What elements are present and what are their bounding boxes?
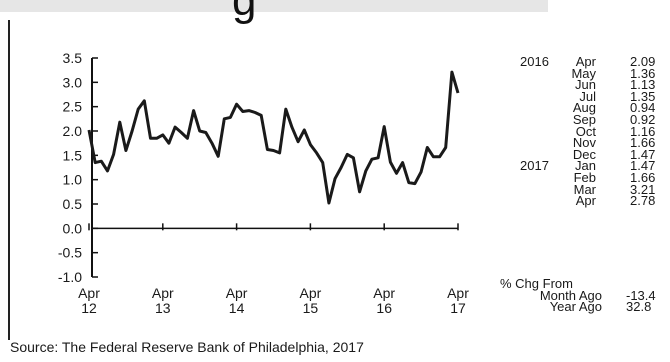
- x-tick-year: 16: [376, 300, 392, 316]
- table-value: 3.21: [630, 181, 656, 197]
- table-row: Jul 1.35: [508, 88, 668, 104]
- table-row: Nov 1.66: [508, 135, 668, 151]
- x-tick-month: Apr: [373, 285, 395, 301]
- y-tick-label: -1.0: [58, 269, 82, 285]
- x-tick-month: Apr: [300, 285, 322, 301]
- table-value: 1.66: [630, 135, 656, 151]
- table-value: 1.16: [630, 123, 656, 139]
- table-month: Sep: [572, 111, 596, 127]
- y-tick-label: 3.5: [63, 50, 83, 66]
- table-value: 1.47: [630, 158, 656, 174]
- table-row: 2016 Apr 2.09: [508, 54, 668, 69]
- table-row: Jun 1.13: [508, 77, 668, 93]
- table-row: May 1.36: [508, 65, 668, 81]
- y-tick-label: 2.0: [63, 123, 83, 139]
- table-value: 0.94: [630, 100, 656, 116]
- table-row: Apr 2.78: [508, 193, 668, 209]
- table-month: May: [571, 65, 596, 81]
- table-month: Apr: [575, 54, 596, 69]
- y-tick-label: -0.5: [58, 245, 82, 261]
- change-label: Month Ago: [539, 287, 602, 303]
- table-row: 2017 Jan 1.47: [508, 158, 668, 174]
- table-month: Jun: [575, 77, 596, 93]
- table-year: 2016: [520, 54, 549, 69]
- x-tick-year: 13: [155, 300, 171, 316]
- x-tick-year: 17: [450, 300, 466, 316]
- change-heading: % Chg From: [500, 276, 573, 291]
- change-table: % Chg From Month Ago -13.4 Year Ago 32.8: [498, 276, 668, 315]
- table-value: 2.09: [630, 54, 656, 69]
- series-line: [87, 70, 460, 205]
- table-row: Oct 1.16: [508, 123, 668, 139]
- x-tick-month: Apr: [152, 285, 174, 301]
- table-value: 0.92: [630, 111, 656, 127]
- table-month: Apr: [575, 193, 596, 209]
- y-tick-label: 0.5: [63, 196, 83, 212]
- change-label: Year Ago: [549, 299, 602, 315]
- x-tick-year: 14: [229, 300, 245, 316]
- change-row: Month Ago -13.4: [498, 287, 668, 303]
- table-row: Mar 3.21: [508, 181, 668, 197]
- table-row: Feb 1.66: [508, 169, 668, 185]
- table-row: Sep 0.92: [508, 111, 668, 127]
- change-row: Year Ago 32.8: [498, 299, 668, 315]
- header-band: [0, 0, 548, 12]
- left-rule: [8, 20, 10, 340]
- table-month: Mar: [573, 181, 596, 197]
- y-tick-label: 1.5: [63, 147, 83, 163]
- table-month: Nov: [572, 135, 596, 151]
- table-month: Jan: [575, 158, 596, 174]
- table-month: Feb: [573, 169, 596, 185]
- x-tick-year: 15: [303, 300, 319, 316]
- x-tick-month: Apr: [447, 285, 469, 301]
- x-tick-month: Apr: [78, 285, 100, 301]
- table-value: 1.13: [630, 77, 656, 93]
- table-value: 1.66: [630, 169, 656, 185]
- table-month: Jul: [579, 88, 596, 104]
- table-month: Oct: [575, 123, 596, 139]
- table-month: Dec: [572, 146, 596, 162]
- change-value: -13.4: [626, 287, 656, 303]
- data-table: 2016 Apr 2.09 May 1.36 Jun 1.13 Jul 1.35 Aug 0.94 S…: [508, 54, 668, 209]
- table-value: 2.78: [630, 193, 656, 209]
- y-tick-label: 3.0: [63, 74, 83, 90]
- table-month: Aug: [572, 100, 596, 116]
- source-note: Source: The Federal Reserve Bank of Phil…: [10, 339, 364, 355]
- title-fragment: g: [232, 0, 257, 25]
- y-tick-label: 2.5: [63, 99, 83, 115]
- table-row: Aug 0.94: [508, 100, 668, 116]
- line-chart: 3.53.02.52.01.51.00.50.0-0.5-1.0Apr12Apr…: [58, 50, 469, 316]
- y-tick-label: 0.0: [63, 220, 83, 236]
- x-tick-month: Apr: [226, 285, 248, 301]
- x-tick-year: 12: [81, 300, 97, 316]
- table-value: 1.36: [630, 65, 656, 81]
- change-value: 32.8: [626, 299, 652, 315]
- table-row: Dec 1.47: [508, 146, 668, 162]
- table-year: 2017: [520, 158, 549, 174]
- table-value: 1.35: [630, 88, 656, 104]
- table-value: 1.47: [630, 146, 656, 162]
- y-tick-label: 1.0: [63, 172, 83, 188]
